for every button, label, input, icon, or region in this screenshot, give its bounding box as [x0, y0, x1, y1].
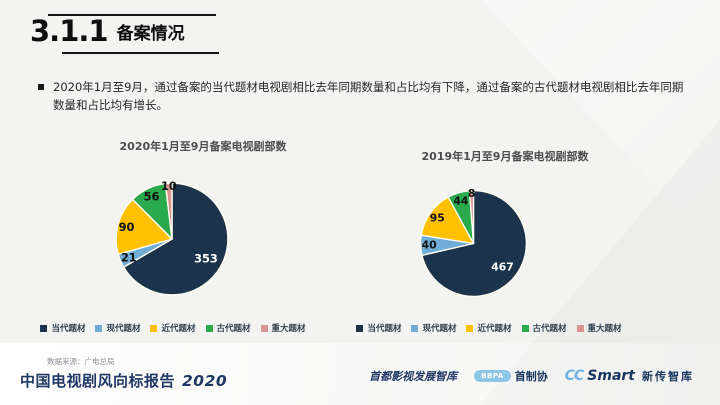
legend-2020: 当代题材 现代题材 近代题材 古代题材 重大题材: [22, 322, 324, 334]
capital-film-tv-thinktank-logo: 首都影视发展智库: [369, 370, 458, 383]
bullet-paragraph: 2020年1月至9月，通过备案的当代题材电视剧相比去年同期数量和占比均有下降，通…: [38, 78, 690, 115]
ccsmart-cc-icon: CC: [564, 368, 585, 384]
legend-item-2: 近代题材: [466, 322, 512, 334]
pie-slice-4: [468, 189, 475, 245]
legend-label: 重大题材: [271, 324, 306, 334]
legend-item-1: 现代题材: [411, 322, 456, 334]
pie-label-0: 467: [491, 260, 513, 273]
pie-label-3: 44: [453, 195, 468, 208]
legend-2019: 当代题材 现代题材 近代题材 古代题材 重大题材: [338, 322, 640, 334]
legend-swatch-icon: [205, 324, 213, 332]
page-title: 3.1.1 备案情况: [30, 17, 185, 46]
bullet-text: 2020年1月至9月，通过备案的当代题材电视剧相比去年同期数量和占比均有下降，通…: [53, 80, 684, 113]
legend-item-2: 近代题材: [150, 322, 196, 334]
chart-title-2019: 2019年1月至9月备案电视剧部数: [421, 150, 589, 163]
legend-swatch-icon: [260, 324, 268, 332]
legend-swatch-icon: [356, 324, 364, 332]
pie-slice-2: [115, 198, 173, 256]
legend-label: 现代题材: [106, 324, 141, 334]
legend-swatch-icon: [411, 324, 419, 332]
bbpa-logo: BBPA 首制协: [474, 368, 548, 384]
legend-label: 古代题材: [532, 324, 567, 334]
legend-label: 现代题材: [422, 324, 457, 334]
pie-label-4: 10: [161, 179, 177, 193]
title-rule-top: [48, 14, 216, 16]
data-source-note: 数据来源：广电总局: [47, 357, 115, 366]
legend-swatch-icon: [576, 324, 584, 332]
pie-slice-0: [122, 182, 229, 296]
section-number: 3.1.1: [30, 14, 109, 48]
pie-chart-2019: 467 40 95 448: [419, 187, 528, 298]
legend-label: 近代题材: [477, 324, 512, 334]
legend-swatch-icon: [150, 324, 158, 332]
legend-label: 当代题材: [367, 324, 402, 334]
legend-item-1: 现代题材: [95, 322, 140, 334]
pie-label-1: 21: [121, 250, 137, 264]
report-title: 中国电视剧风向标报告 2020: [20, 370, 227, 391]
footer-logos: 首都影视发展智库 BBPA 首制协 CC Smart 新传智库: [369, 368, 694, 384]
bbpa-badge-icon: BBPA: [474, 370, 511, 382]
legend-label: 当代题材: [51, 324, 86, 334]
bbpa-logo-text: 首制协: [514, 370, 548, 383]
pie-label-3: 56: [144, 190, 160, 204]
pie-label-4: 8: [468, 187, 475, 200]
ccsmart-smart-text: Smart: [587, 368, 635, 384]
bullet-marker-icon: [38, 84, 44, 90]
legend-item-0: 当代题材: [40, 322, 85, 334]
legend-item-3: 古代题材: [205, 322, 251, 334]
pie-label-2: 95: [430, 212, 445, 225]
chart-title-2020: 2020年1月至9月备案电视剧部数: [119, 140, 287, 153]
report-title-text: 中国电视剧风向标报告: [20, 372, 176, 390]
legend-label: 重大题材: [587, 324, 622, 334]
pie-label-2: 90: [119, 220, 135, 234]
legend-swatch-icon: [95, 324, 103, 332]
legend-label: 近代题材: [161, 324, 196, 334]
legend-swatch-icon: [466, 324, 474, 332]
report-year: 2020: [182, 372, 228, 390]
legend-swatch-icon: [40, 324, 48, 332]
legend-swatch-icon: [521, 324, 529, 332]
legend-item-4: 重大题材: [576, 322, 622, 334]
title-rule-bottom: [62, 52, 219, 54]
section-title: 备案情况: [116, 24, 185, 44]
ccsmart-logo: CC Smart 新传智库: [565, 368, 694, 384]
ccsmart-logo-text: 新传智库: [642, 370, 694, 383]
legend-item-4: 重大题材: [260, 322, 306, 334]
legend-item-3: 古代题材: [521, 322, 567, 334]
pie-slice-4: [164, 182, 173, 240]
legend-label: 古代题材: [216, 324, 251, 334]
pie-label-1: 40: [422, 239, 437, 252]
legend-item-0: 当代题材: [356, 322, 401, 334]
pie-label-0: 353: [194, 251, 218, 265]
